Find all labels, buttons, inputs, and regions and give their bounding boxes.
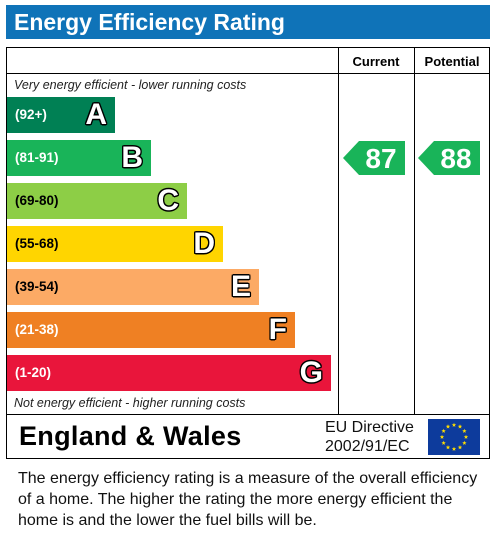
- current-rating-value: 87: [365, 143, 396, 174]
- band-letter: C: [157, 184, 179, 217]
- current-column-header: Current: [352, 54, 400, 69]
- potential-column-header: Potential: [424, 54, 480, 69]
- band-range-label: (81-91): [15, 150, 59, 165]
- current-rating-arrow: 87: [343, 141, 405, 175]
- band-range-label: (39-54): [15, 279, 59, 294]
- eu-flag-icon: [428, 419, 480, 455]
- footer: England & Wales EU Directive 2002/91/EC: [6, 415, 490, 459]
- region-label: England & Wales: [19, 421, 242, 451]
- band-range-label: (21-38): [15, 322, 59, 337]
- band-letter: D: [193, 227, 215, 260]
- flag-star-icon: [441, 440, 446, 445]
- flag-star-icon: [462, 428, 467, 433]
- band-f: (21-38) F: [7, 312, 295, 348]
- directive-line-1: EU Directive: [325, 419, 414, 436]
- band-letter: E: [230, 270, 251, 303]
- potential-arrow-shape: [418, 141, 480, 175]
- band-g: (1-20) G: [7, 355, 331, 391]
- description-text: The energy efficiency rating is a measur…: [18, 470, 478, 529]
- column-divider: [414, 48, 415, 414]
- directive-line-2: 2002/91/EC: [325, 438, 410, 455]
- band-b: (81-91) B: [7, 140, 151, 176]
- flag-star-icon: [441, 428, 446, 433]
- band-a: (92+) A: [7, 97, 115, 133]
- flag-star-icon: [445, 424, 451, 429]
- flag-star-icon: [451, 446, 457, 451]
- page-title: Energy Efficiency Rating: [14, 9, 285, 35]
- flag-star-icon: [457, 424, 463, 429]
- efficient-caption: Very energy efficient - lower running co…: [14, 78, 247, 92]
- potential-rating-value: 88: [440, 143, 471, 174]
- band-c: (69-80) C: [7, 183, 187, 219]
- band-range-label: (92+): [15, 107, 47, 122]
- title-bar: Energy Efficiency Rating: [6, 5, 490, 39]
- flag-star-icon: [457, 445, 463, 450]
- band-e: (39-54) E: [7, 269, 259, 305]
- potential-rating-arrow: 88: [418, 141, 480, 175]
- current-arrow-shape: [343, 141, 405, 175]
- header-divider: [7, 73, 489, 74]
- directive-label: EU Directive 2002/91/EC: [325, 418, 414, 456]
- rating-chart: Current Potential Very energy efficient …: [6, 47, 490, 415]
- flag-star-icon: [439, 434, 445, 439]
- band-d: (55-68) D: [7, 226, 223, 262]
- flag-star-icon: [451, 422, 457, 427]
- column-divider: [338, 48, 339, 414]
- band-letter: F: [268, 313, 287, 346]
- flag-star-icon: [445, 445, 451, 450]
- inefficient-caption: Not energy efficient - higher running co…: [14, 396, 246, 410]
- band-range-label: (55-68): [15, 236, 59, 251]
- flag-star-icon: [462, 440, 467, 445]
- flag-star-icon: [463, 434, 469, 439]
- band-letter: B: [121, 141, 143, 174]
- band-letter: A: [85, 98, 107, 131]
- band-range-label: (1-20): [15, 365, 52, 380]
- band-range-label: (69-80): [15, 193, 59, 208]
- band-letter: G: [299, 356, 323, 389]
